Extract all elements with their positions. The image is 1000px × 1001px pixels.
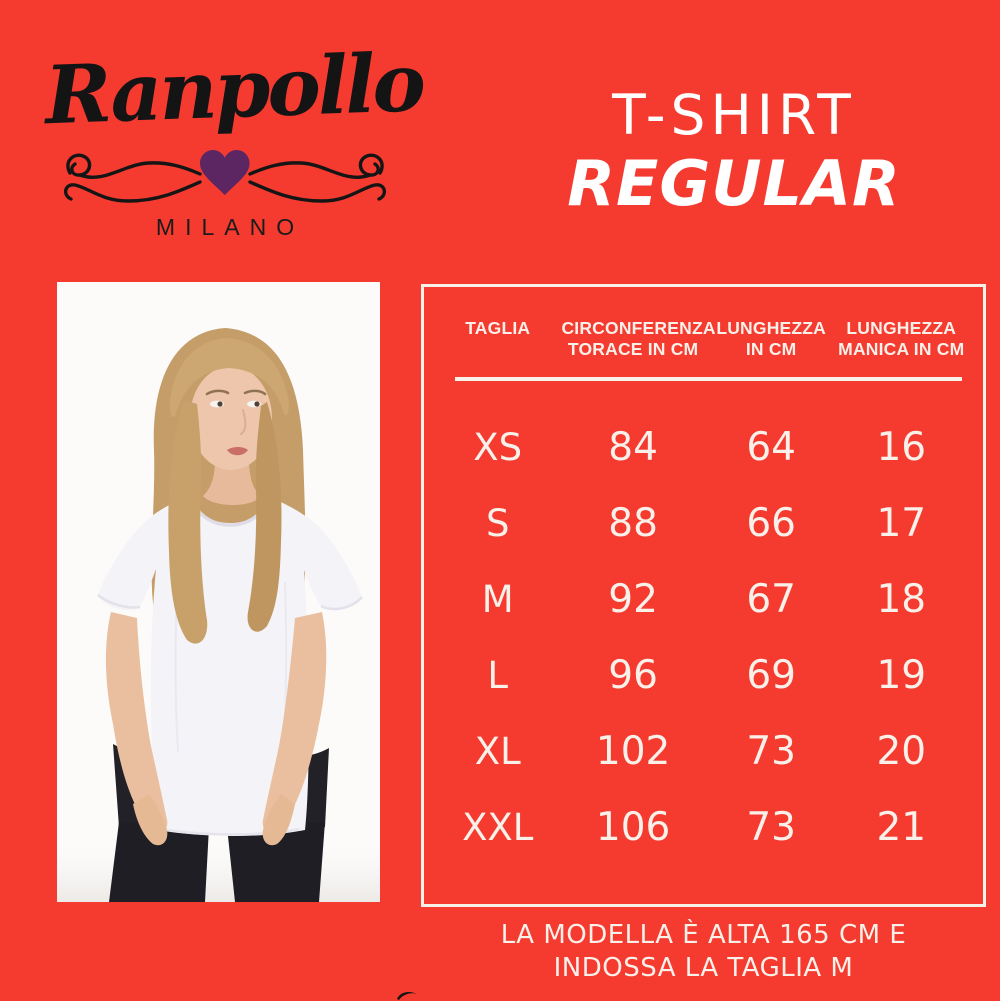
chest-cell: 102	[595, 728, 671, 774]
table-row-xxl: XXL 106 73 21	[424, 789, 983, 865]
model-photo	[57, 282, 380, 902]
sleeve-cell: 17	[876, 500, 927, 546]
size-cell: S	[485, 501, 510, 545]
model-note-line2: INDOSSA LA TAGLIA M	[553, 953, 854, 983]
table-row-xs: XS 84 64 16	[424, 409, 983, 485]
table-row-l: L 96 69 19	[424, 637, 983, 713]
heart-icon	[200, 150, 250, 195]
size-chart: TAGLIA CIRCONFERENZA TORACE IN CM LUNGHE…	[421, 284, 986, 907]
table-row-m: M 92 67 18	[424, 561, 983, 637]
size-cell: L	[487, 653, 509, 697]
length-cell: 67	[746, 576, 796, 622]
chest-cell: 96	[608, 652, 658, 698]
flourish-right-icon	[248, 153, 387, 203]
chest-cell: 92	[608, 576, 658, 622]
sleeve-cell: 16	[876, 424, 927, 470]
flourish-left-icon	[63, 153, 202, 203]
table-row-xl: XL 102 73 20	[424, 713, 983, 789]
model-illustration	[57, 282, 380, 902]
size-chart-body: XS 84 64 16 S 88 66 17 M 92 67 18 L 96 6…	[424, 409, 983, 865]
sleeve-cell: 18	[876, 576, 927, 622]
product-fit: REGULAR	[567, 147, 901, 220]
header-divider	[455, 377, 962, 381]
flourish-ornament	[63, 150, 387, 203]
brand-city: MILANO	[155, 214, 305, 240]
chest-cell: 88	[608, 500, 658, 546]
model-note-line1: LA MODELLA È ALTA 165 CM E	[500, 920, 907, 950]
header-lunghezza: LUNGHEZZA IN CM	[716, 318, 827, 359]
model-note: LA MODELLA È ALTA 165 CM E INDOSSA LA TA…	[421, 919, 986, 985]
header-taglia: TAGLIA	[465, 318, 531, 338]
size-cell: M	[481, 577, 514, 621]
length-cell: 64	[746, 424, 796, 470]
length-cell: 73	[746, 804, 796, 850]
brand-logo: Ranpollo MILANO	[43, 30, 424, 241]
brand-name: Ranpollo	[43, 35, 425, 143]
length-cell: 69	[746, 652, 796, 698]
size-chart-header: TAGLIA CIRCONFERENZA TORACE IN CM LUNGHE…	[424, 287, 983, 360]
length-cell: 66	[746, 500, 796, 546]
table-row-s: S 88 66 17	[424, 485, 983, 561]
header-manica: LUNGHEZZA MANICA IN CM	[838, 318, 965, 359]
header-circonferenza: CIRCONFERENZA TORACE IN CM	[561, 318, 716, 359]
sleeve-cell: 20	[876, 728, 927, 774]
product-title: T-SHIRT REGULAR	[466, 84, 1000, 218]
product-type: T-SHIRT	[612, 83, 856, 147]
size-cell: XL	[474, 729, 521, 773]
chest-cell: 106	[595, 804, 671, 850]
sleeve-cell: 19	[876, 652, 927, 698]
size-cell: XXL	[462, 805, 534, 849]
cropped-script-mark	[397, 991, 417, 1000]
length-cell: 73	[746, 728, 796, 774]
sleeve-cell: 21	[876, 804, 927, 850]
chest-cell: 84	[608, 424, 658, 470]
size-cell: XS	[473, 425, 523, 469]
